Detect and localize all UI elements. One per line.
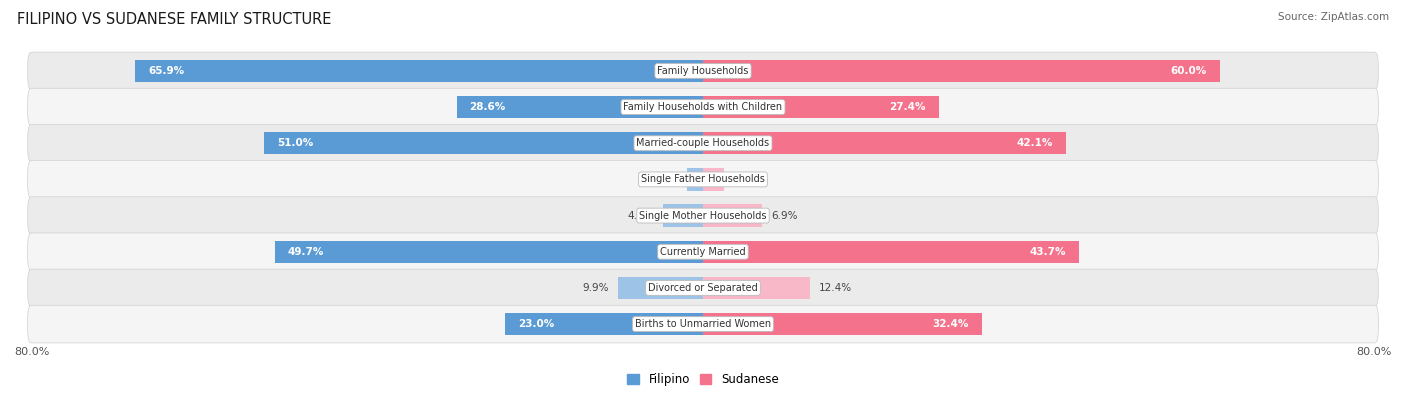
Bar xyxy=(135,60,703,82)
Text: Family Households: Family Households xyxy=(658,66,748,76)
Text: 80.0%: 80.0% xyxy=(1357,346,1392,357)
Text: Divorced or Separated: Divorced or Separated xyxy=(648,283,758,293)
Text: 65.9%: 65.9% xyxy=(149,66,184,76)
Bar xyxy=(703,277,810,299)
Text: 2.4%: 2.4% xyxy=(733,175,759,184)
Bar xyxy=(703,60,1219,82)
Text: Currently Married: Currently Married xyxy=(661,247,745,257)
FancyBboxPatch shape xyxy=(28,52,1378,90)
Bar xyxy=(264,132,703,154)
Bar xyxy=(703,96,939,118)
Text: 60.0%: 60.0% xyxy=(1171,66,1206,76)
Text: 23.0%: 23.0% xyxy=(517,319,554,329)
Text: 80.0%: 80.0% xyxy=(14,346,49,357)
Bar xyxy=(703,204,762,227)
FancyBboxPatch shape xyxy=(28,161,1378,198)
Bar xyxy=(457,96,703,118)
Text: Single Mother Households: Single Mother Households xyxy=(640,211,766,220)
Text: 28.6%: 28.6% xyxy=(470,102,506,112)
Text: Single Father Households: Single Father Households xyxy=(641,175,765,184)
Bar xyxy=(703,168,724,191)
FancyBboxPatch shape xyxy=(28,124,1378,162)
Text: 51.0%: 51.0% xyxy=(277,138,314,148)
Bar xyxy=(703,132,1066,154)
FancyBboxPatch shape xyxy=(28,305,1378,343)
Text: 43.7%: 43.7% xyxy=(1031,247,1066,257)
FancyBboxPatch shape xyxy=(28,233,1378,271)
Text: 4.7%: 4.7% xyxy=(627,211,654,220)
Text: 42.1%: 42.1% xyxy=(1017,138,1053,148)
Text: Married-couple Households: Married-couple Households xyxy=(637,138,769,148)
Text: 32.4%: 32.4% xyxy=(932,319,969,329)
Bar xyxy=(662,204,703,227)
FancyBboxPatch shape xyxy=(28,88,1378,126)
Text: FILIPINO VS SUDANESE FAMILY STRUCTURE: FILIPINO VS SUDANESE FAMILY STRUCTURE xyxy=(17,12,332,27)
Bar xyxy=(617,277,703,299)
Text: 1.8%: 1.8% xyxy=(652,175,679,184)
Text: 9.9%: 9.9% xyxy=(582,283,609,293)
Bar xyxy=(703,241,1080,263)
Text: 27.4%: 27.4% xyxy=(890,102,927,112)
Text: Source: ZipAtlas.com: Source: ZipAtlas.com xyxy=(1278,12,1389,22)
Bar xyxy=(276,241,703,263)
Legend: Filipino, Sudanese: Filipino, Sudanese xyxy=(624,370,782,390)
Text: 49.7%: 49.7% xyxy=(288,247,325,257)
Bar xyxy=(703,313,981,335)
Text: Family Households with Children: Family Households with Children xyxy=(623,102,783,112)
Text: Births to Unmarried Women: Births to Unmarried Women xyxy=(636,319,770,329)
Bar xyxy=(688,168,703,191)
FancyBboxPatch shape xyxy=(28,269,1378,307)
Text: 6.9%: 6.9% xyxy=(770,211,797,220)
Bar xyxy=(505,313,703,335)
Text: 12.4%: 12.4% xyxy=(818,283,852,293)
FancyBboxPatch shape xyxy=(28,197,1378,234)
